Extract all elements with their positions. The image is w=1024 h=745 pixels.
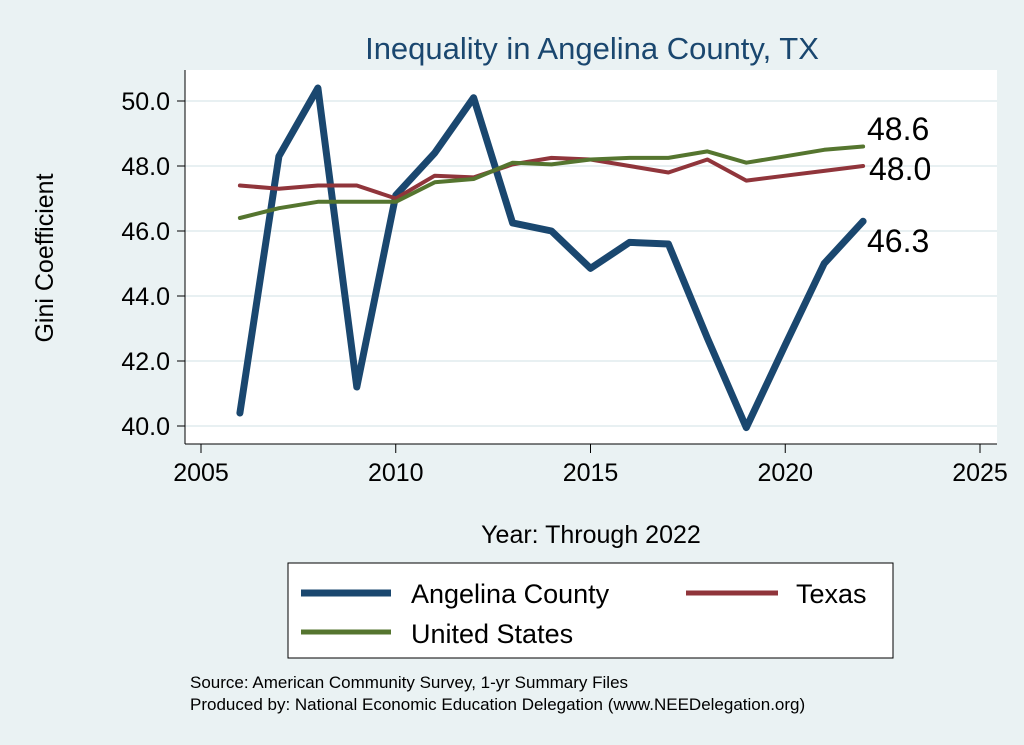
end-label-angelina-county: 46.3 — [867, 223, 929, 259]
legend-label-angelina-county: Angelina County — [411, 579, 610, 609]
end-label-texas: 48.0 — [869, 151, 931, 187]
legend-label-united-states: United States — [411, 619, 573, 649]
chart-title: Inequality in Angelina County, TX — [365, 31, 819, 66]
y-tick-label-3: 46.0 — [121, 218, 170, 246]
y-tick-label-1: 42.0 — [121, 348, 170, 376]
y-tick-label-0: 40.0 — [121, 413, 170, 441]
produced-by-line: Produced by: National Economic Education… — [190, 695, 805, 714]
end-label-united-states: 48.6 — [867, 111, 929, 147]
series-line-texas — [237, 155, 866, 201]
end-labels: 46.3 48.0 48.6 — [867, 111, 931, 259]
legend-box — [287, 562, 894, 659]
x-axis: 2005 2010 2015 2020 2025 — [173, 443, 1008, 487]
x-axis-title: Year: Through 2022 — [481, 521, 701, 549]
x-tick-label-1: 2010 — [368, 459, 424, 487]
x-tick-label-0: 2005 — [173, 459, 229, 487]
legend: Angelina County Texas United States — [287, 562, 894, 659]
series-line-united-states — [237, 144, 866, 220]
x-tick-label-4: 2025 — [952, 459, 1008, 487]
y-tick-label-4: 48.0 — [121, 153, 170, 181]
y-tick-label-2: 44.0 — [121, 283, 170, 311]
y-axis-title: Gini Coefficient — [31, 173, 59, 342]
x-tick-label-3: 2020 — [757, 459, 813, 487]
x-tick-label-2: 2015 — [563, 459, 619, 487]
y-tick-label-5: 50.0 — [121, 88, 170, 116]
y-axis: 40.0 42.0 44.0 46.0 48.0 50.0 — [121, 70, 186, 444]
legend-label-texas: Texas — [796, 579, 867, 609]
source-line: Source: American Community Survey, 1-yr … — [190, 673, 628, 692]
series-line-angelina-county — [236, 84, 867, 432]
series-lines — [236, 84, 867, 432]
